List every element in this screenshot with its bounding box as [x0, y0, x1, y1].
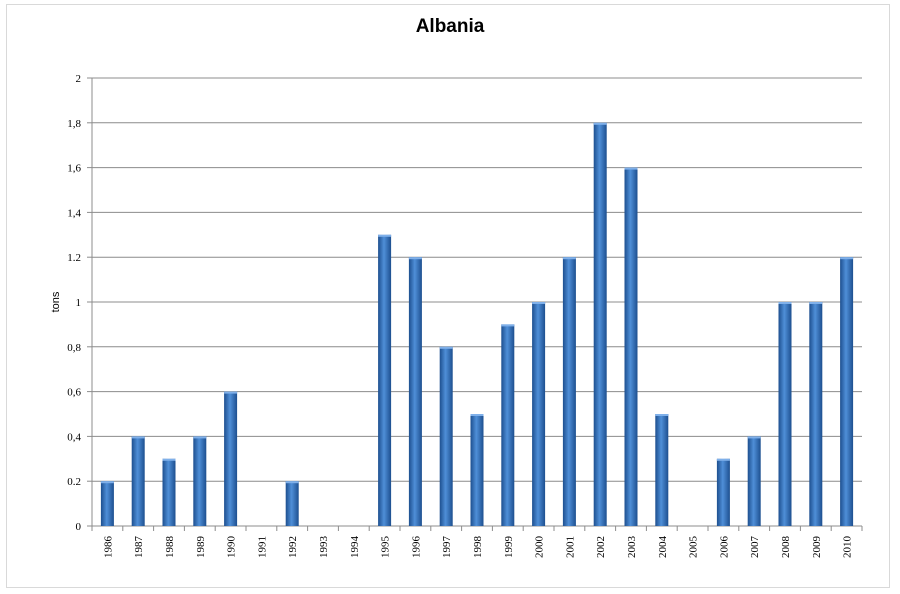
bar-cap	[471, 414, 484, 416]
bar	[563, 257, 576, 526]
x-tick-label: 2006	[718, 536, 730, 559]
bar-cap	[409, 257, 422, 259]
x-tick-label: 1996	[410, 536, 422, 559]
bar-cap	[717, 459, 730, 461]
bar	[101, 481, 114, 526]
y-tick-label: 1	[76, 297, 82, 309]
bar	[132, 436, 145, 526]
bar-cap	[286, 481, 299, 483]
y-tick-label: 0,8	[67, 342, 81, 354]
bar-cap	[224, 392, 237, 394]
bar-cap	[193, 436, 206, 438]
y-tick-label: 1,8	[67, 118, 81, 130]
bar	[409, 257, 422, 526]
y-tick-label: 0,6	[67, 387, 81, 399]
bar	[748, 436, 761, 526]
x-tick-label: 1987	[133, 536, 145, 559]
x-tick-label: 2003	[626, 536, 638, 559]
x-tick-label: 1986	[102, 536, 114, 559]
y-tick-label: 1,6	[67, 163, 81, 175]
bar	[286, 481, 299, 526]
bar	[717, 459, 730, 526]
x-tick-label: 2009	[811, 536, 823, 559]
bar	[655, 414, 668, 526]
x-tick-label: 1994	[349, 536, 361, 559]
y-tick-label: 1,4	[67, 207, 81, 219]
bar	[501, 324, 514, 526]
bar-cap	[440, 347, 453, 349]
x-tick-label: 2008	[780, 536, 792, 559]
x-tick-label: 2000	[534, 536, 546, 559]
x-tick-label: 1990	[226, 536, 238, 559]
x-tick-label: 1991	[256, 536, 268, 558]
bar	[224, 392, 237, 526]
bar	[163, 459, 176, 526]
bar-cap	[132, 436, 145, 438]
x-tick-label: 1989	[195, 536, 207, 559]
bar	[471, 414, 484, 526]
bar-cap	[655, 414, 668, 416]
bar-cap	[163, 459, 176, 461]
bar-cap	[378, 235, 391, 237]
x-tick-label: 2004	[657, 536, 669, 559]
y-tick-label: 0.2	[67, 476, 81, 488]
bar-cap	[532, 302, 545, 304]
x-tick-label: 1988	[164, 536, 176, 559]
x-tick-label: 1995	[380, 536, 392, 559]
x-tick-labels: 1986 1987 1988 1989 1990 1991 1992 1993 1994 1995…	[102, 536, 853, 559]
y-tick-label: 0	[76, 521, 82, 533]
bar-cap	[101, 481, 114, 483]
x-tick-label: 1993	[318, 536, 330, 559]
bar	[840, 257, 853, 526]
x-tick-label: 1999	[503, 536, 515, 559]
bar-cap	[779, 302, 792, 304]
x-tick-label: 1998	[472, 536, 484, 559]
x-tick-label: 1992	[287, 536, 299, 558]
bar	[193, 436, 206, 526]
bar-cap	[594, 123, 607, 125]
bar	[440, 347, 453, 526]
y-tick-labels: 0 0.2 0,4 0,6 0,8 1 1.2 1,4 1,6 1,8 2	[67, 73, 81, 533]
bar-cap	[748, 436, 761, 438]
bars	[101, 123, 853, 526]
bar	[378, 235, 391, 526]
bar-cap	[563, 257, 576, 259]
x-tick-label: 2005	[688, 536, 700, 559]
bar	[779, 302, 792, 526]
y-axis-label: tons	[50, 291, 62, 312]
bar-cap	[501, 324, 514, 326]
x-tick-label: 2007	[749, 536, 761, 559]
x-tick-label: 2001	[564, 536, 576, 558]
bar-cap	[809, 302, 822, 304]
x-tick-label: 1997	[441, 536, 453, 559]
y-tick-label: 2	[76, 73, 82, 85]
bar-cap	[625, 168, 638, 170]
y-tick-label: 1.2	[67, 252, 81, 264]
bar	[594, 123, 607, 526]
bar	[625, 168, 638, 526]
y-tick-label: 0,4	[67, 431, 81, 443]
bar	[532, 302, 545, 526]
x-tick-label: 2002	[595, 536, 607, 558]
bar	[809, 302, 822, 526]
bar-cap	[840, 257, 853, 259]
x-tick-label: 2010	[842, 536, 854, 559]
